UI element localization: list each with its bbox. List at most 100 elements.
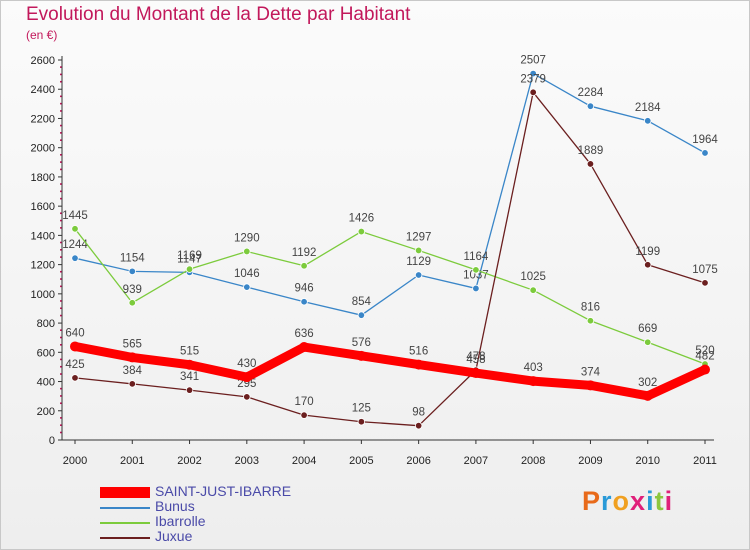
data-point <box>413 359 424 370</box>
data-point <box>243 393 251 401</box>
data-label: 854 <box>352 296 372 308</box>
y-minor-tick <box>60 307 62 310</box>
y-minor-tick <box>60 139 62 141</box>
y-tick-label: 2400 <box>31 84 55 96</box>
data-label: 2379 <box>520 73 546 85</box>
legend-label: Juxue <box>155 528 193 544</box>
data-label: 520 <box>695 345 714 357</box>
y-minor-tick <box>60 344 62 346</box>
y-minor-tick <box>60 424 62 426</box>
chart-subtitle: (en €) <box>26 28 58 42</box>
x-tick-label: 2007 <box>464 455 488 467</box>
data-label: 516 <box>409 346 428 358</box>
y-minor-tick <box>60 395 62 397</box>
data-point <box>127 352 138 363</box>
data-point <box>701 279 709 287</box>
data-label: 1075 <box>692 264 718 276</box>
data-point <box>414 246 423 255</box>
data-point <box>357 227 366 236</box>
data-point <box>300 411 308 419</box>
data-label: 98 <box>412 407 425 419</box>
data-point <box>70 341 80 352</box>
data-point <box>586 317 595 325</box>
x-tick-label: 2004 <box>292 455 316 467</box>
y-minor-tick <box>60 256 62 258</box>
data-label: 669 <box>638 323 657 335</box>
x-tick-label: 2008 <box>521 455 545 467</box>
y-minor-tick <box>60 168 62 171</box>
data-label: 430 <box>237 358 256 370</box>
data-point <box>300 298 308 306</box>
y-minor-tick <box>60 365 62 368</box>
data-point <box>71 254 79 262</box>
data-label: 2184 <box>635 102 661 114</box>
data-point <box>644 117 652 125</box>
y-minor-tick <box>60 387 62 390</box>
data-point <box>128 299 136 307</box>
data-label: 478 <box>466 351 485 363</box>
data-point <box>586 160 595 168</box>
y-minor-tick <box>60 285 62 288</box>
data-label: 636 <box>294 328 313 340</box>
data-point <box>529 88 537 96</box>
brand-letter: x <box>630 486 647 516</box>
x-tick-label: 2006 <box>406 455 430 467</box>
data-label: 2284 <box>578 87 604 99</box>
data-point <box>299 342 310 353</box>
data-label: 946 <box>294 283 313 295</box>
y-minor-tick <box>60 66 62 68</box>
data-label: 1889 <box>578 145 604 157</box>
y-minor-tick <box>60 270 62 273</box>
data-label: 458 <box>466 354 485 366</box>
data-label: 1445 <box>62 210 88 222</box>
data-point <box>128 380 136 388</box>
data-label: 374 <box>581 366 601 378</box>
legend-swatch <box>100 487 150 498</box>
data-label: 1244 <box>62 239 88 251</box>
data-point <box>644 338 652 346</box>
data-point <box>357 418 366 426</box>
y-minor-tick <box>60 124 62 127</box>
y-minor-tick <box>60 336 62 339</box>
y-minor-tick <box>60 278 62 280</box>
data-point <box>472 266 480 274</box>
x-tick-label: 2001 <box>120 455 144 467</box>
data-point <box>528 376 539 387</box>
data-point <box>585 380 596 391</box>
y-tick-label: 400 <box>37 377 55 389</box>
data-point <box>472 284 480 293</box>
data-label: 939 <box>123 284 142 296</box>
data-label: 403 <box>524 362 543 374</box>
legend-label: SAINT-JUST-IBARRE <box>155 483 292 499</box>
data-label: 2507 <box>520 55 546 67</box>
y-minor-tick <box>60 183 62 185</box>
y-minor-tick <box>60 161 62 163</box>
x-tick-label: 2010 <box>635 455 659 467</box>
data-point <box>241 372 252 383</box>
data-point <box>356 350 367 361</box>
data-point <box>586 102 595 110</box>
data-label: 295 <box>237 378 256 390</box>
brand-letter: r <box>601 486 613 516</box>
legend-swatch <box>100 506 150 509</box>
data-label: 1297 <box>406 231 432 243</box>
legend-label: Bunus <box>155 498 195 514</box>
data-point <box>357 311 366 319</box>
y-minor-tick <box>60 249 62 251</box>
data-point <box>184 359 195 370</box>
y-minor-tick <box>60 212 62 215</box>
legend-swatch <box>100 521 150 524</box>
x-tick-label: 2003 <box>235 455 259 467</box>
chart-title: Evolution du Montant de la Dette par Hab… <box>26 4 411 25</box>
data-label: 1199 <box>635 246 660 258</box>
data-point <box>300 262 308 270</box>
y-minor-tick <box>60 373 62 375</box>
data-label: 1046 <box>234 268 260 280</box>
brand-letter: P <box>582 486 602 516</box>
data-label: 341 <box>180 371 199 383</box>
data-label: 1129 <box>406 256 431 268</box>
y-minor-tick <box>60 300 62 302</box>
brand-letter: i <box>646 486 655 516</box>
data-point <box>243 247 251 256</box>
